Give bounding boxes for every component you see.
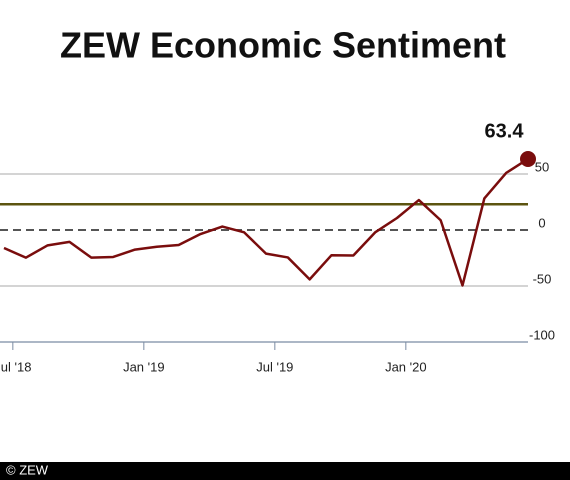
x-tick-label: Jul '18 <box>0 359 31 374</box>
x-tick-label: Jan '19 <box>123 359 165 374</box>
line <box>3 157 529 287</box>
y-tick-label: -100 <box>529 327 555 342</box>
last-point <box>520 150 536 167</box>
value-label: 63.4 <box>485 120 525 142</box>
chart-title: ZEW Economic Sentiment <box>60 25 506 66</box>
y-tick-label: 50 <box>535 159 549 174</box>
footer-bar <box>0 462 570 480</box>
footer: © ZEW <box>6 462 49 477</box>
x-tick-label: Jan '20 <box>385 359 427 374</box>
x-tick-label: Jul '19 <box>256 359 293 374</box>
y-tick-label: 0 <box>538 215 545 230</box>
y-tick-label: -50 <box>533 271 552 286</box>
